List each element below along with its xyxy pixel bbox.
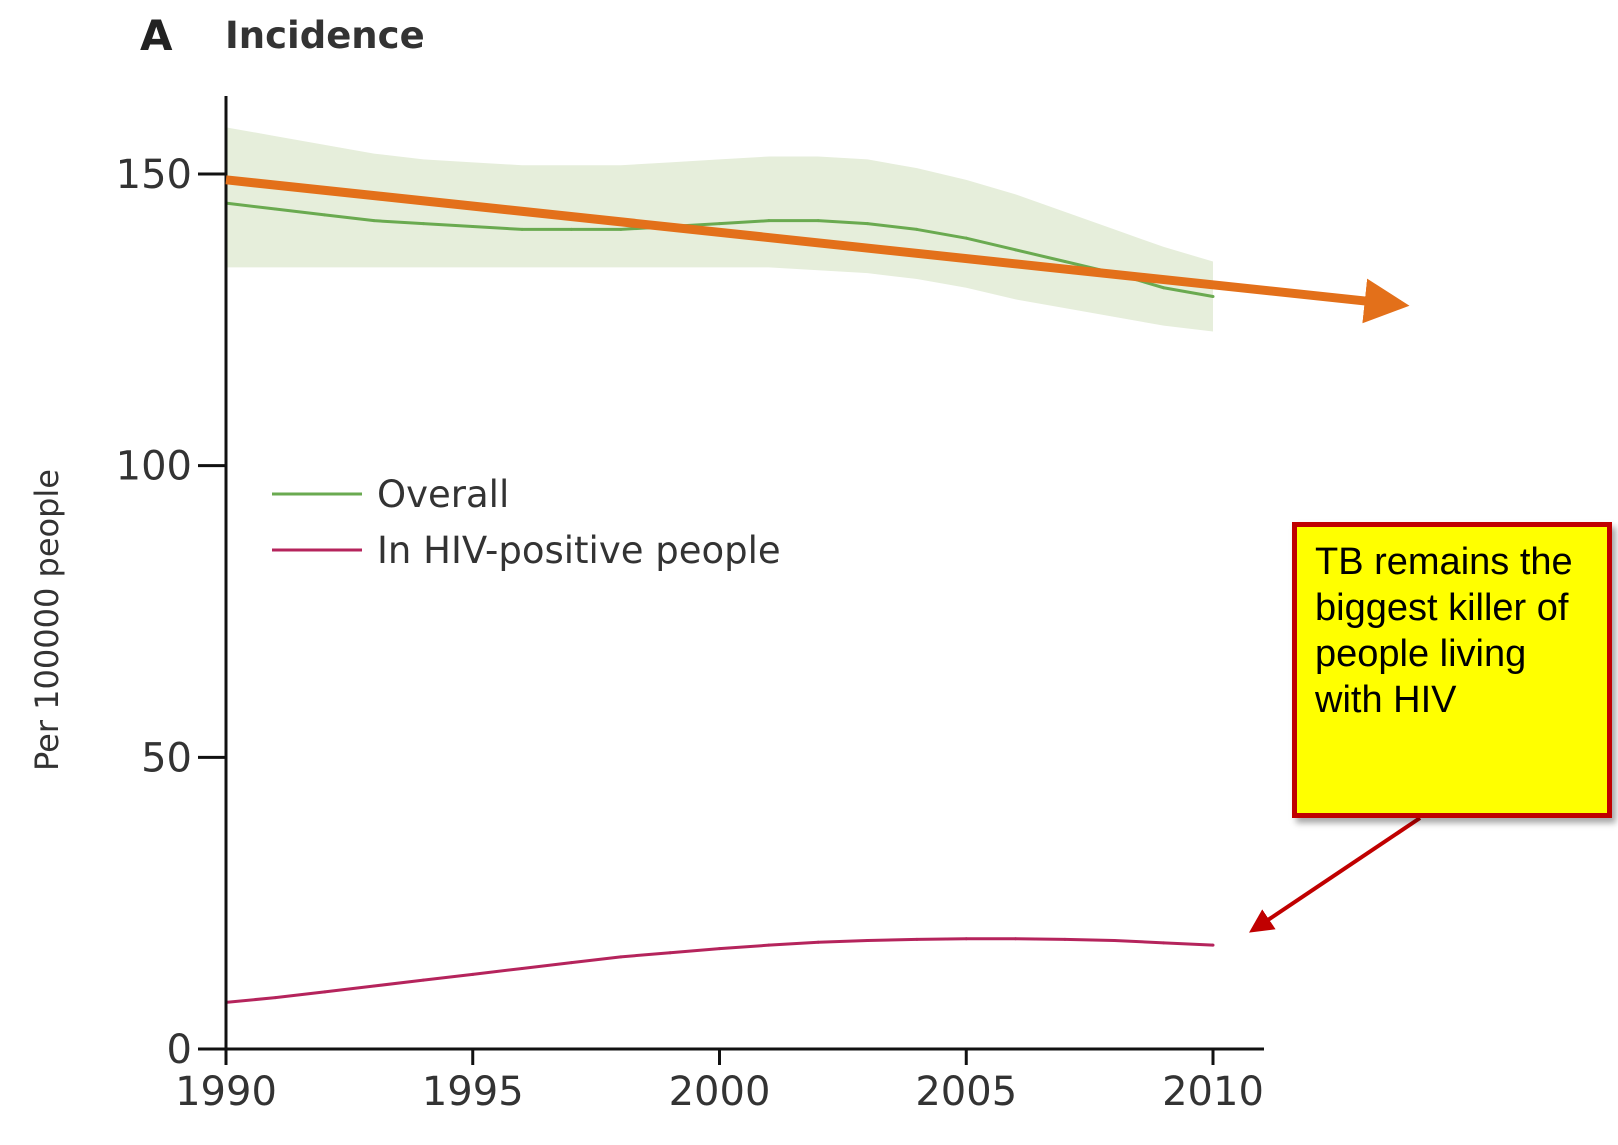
data-point [421,978,425,982]
legend-label-overall: Overall [377,473,509,516]
data-point [1014,248,1018,252]
panel-letter: A [140,11,173,60]
data-point [273,996,277,1000]
data-point [372,219,376,223]
x-tick-label: 2005 [915,1069,1017,1115]
data-point [866,222,870,226]
data-point [668,951,672,955]
data-point [569,227,573,231]
data-point [569,961,573,965]
data-point [520,967,524,970]
data-point [1063,937,1067,941]
legend: Overall In HIV-positive people [272,473,781,572]
y-axis-label: Per 100000 people [28,469,66,771]
data-point [421,222,425,226]
data-point [767,219,771,223]
data-point [1014,937,1018,941]
data-point [323,990,327,994]
y-tick-label: 150 [116,152,192,198]
y-tick-label: 50 [141,735,192,781]
callout-arrow [1249,816,1422,933]
data-point [323,213,327,217]
trend-arrow [225,175,1410,324]
data-point [915,937,919,941]
data-point [372,984,376,988]
data-point [471,972,475,976]
data-point [718,222,721,226]
data-point [915,227,919,231]
y-tick-label: 100 [116,444,192,490]
y-tick-label: 0 [167,1027,192,1073]
data-point [767,943,771,947]
callout-text: TB remains the biggest killer of people … [1315,541,1573,721]
data-point [1162,941,1166,945]
data-point [520,227,524,231]
data-point [866,939,870,942]
data-point [964,236,968,240]
data-point [273,207,277,211]
data-point [1211,295,1215,298]
panel-title: Incidence [225,14,425,57]
data-point [619,227,623,231]
x-tick-label: 1990 [175,1069,277,1115]
legend-label-hiv: In HIV-positive people [377,529,781,572]
data-point [1162,286,1166,290]
data-point [718,947,721,951]
data-point [471,225,475,228]
data-point [1063,260,1067,263]
x-tick-label: 2000 [669,1069,771,1115]
x-tick-label: 1995 [422,1069,524,1115]
data-point [619,955,623,959]
data-point [964,937,968,941]
data-point [1211,943,1215,947]
data-point [816,219,820,223]
callout-box: TB remains the biggest killer of people … [1292,522,1612,818]
data-point [816,940,820,944]
x-tick-label: 2010 [1162,1069,1264,1115]
data-point [1112,939,1116,942]
